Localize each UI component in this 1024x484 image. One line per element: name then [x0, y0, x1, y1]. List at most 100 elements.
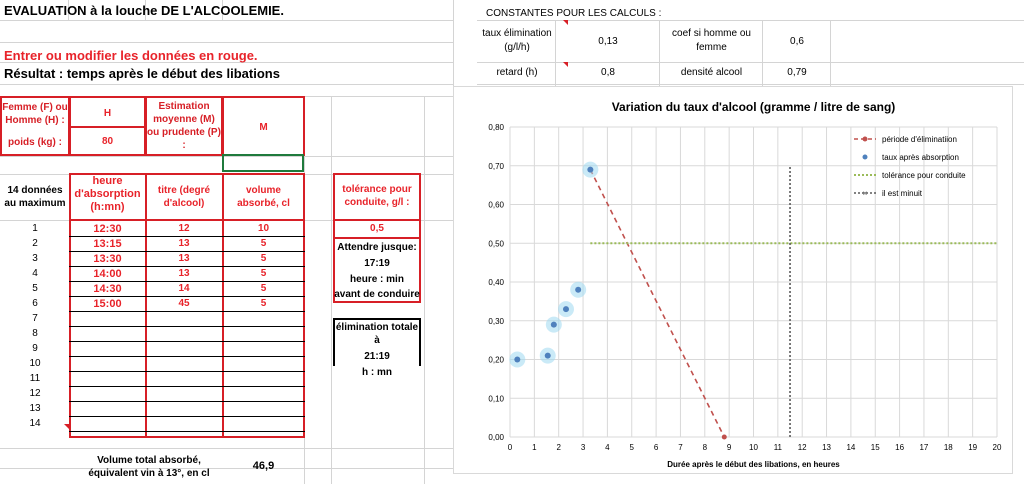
table-row-divider — [69, 251, 305, 252]
table-row-divider — [69, 236, 305, 237]
row-number: 11 — [29, 373, 41, 384]
table-row-divider — [69, 266, 305, 267]
titre-input[interactable]: 12 — [178, 223, 190, 234]
tolerance-input[interactable]: 0,5 — [370, 223, 384, 234]
sheet-title: EVALUATION à la louche DE L'ALCOOLEMIE. — [4, 3, 284, 18]
weight-label: poids (kg) : — [8, 137, 62, 148]
y-tick-label: 0,10 — [488, 394, 504, 403]
constants-header: CONSTANTES POUR LES CALCULS : — [486, 8, 662, 19]
data-table — [69, 173, 305, 438]
x-tick-label: 18 — [944, 443, 953, 452]
elimination-box — [333, 318, 421, 366]
y-tick-label: 0,50 — [488, 239, 504, 248]
table-col-divider — [145, 173, 147, 438]
absorption-point — [544, 352, 551, 359]
legend-label: tolérance pour conduite — [882, 171, 966, 180]
table-row-divider — [69, 311, 305, 312]
coef-value[interactable]: 0,6 — [790, 36, 804, 47]
row-number: 14 — [29, 418, 41, 429]
y-tick-label: 0,70 — [488, 162, 504, 171]
volume-input[interactable]: 5 — [260, 238, 267, 249]
retard-value[interactable]: 0,8 — [601, 67, 615, 78]
total-label: Volume total absorbé, équivalent vin à 13… — [88, 455, 210, 479]
titre-input[interactable]: 14 — [178, 283, 190, 294]
densite-value[interactable]: 0,79 — [787, 67, 807, 78]
heure-input[interactable]: 14:00 — [93, 268, 122, 280]
x-tick-label: 20 — [993, 443, 1002, 452]
x-axis-label: Durée après le début des libations, en h… — [667, 460, 840, 469]
row-number: 10 — [29, 358, 41, 369]
tolerance-label: tolérance pour conduite, g/l : — [342, 184, 412, 208]
titre-input[interactable]: 13 — [178, 268, 190, 279]
titre-input[interactable]: 45 — [178, 298, 190, 309]
table-row-divider — [69, 431, 305, 432]
wait-box — [333, 237, 421, 303]
legend-marker — [862, 136, 868, 142]
volume-input[interactable]: 5 — [260, 268, 267, 279]
row-number: 7 — [32, 313, 38, 324]
x-tick-label: 1 — [532, 443, 537, 452]
table-row-divider — [69, 401, 305, 402]
heure-input[interactable]: 13:15 — [93, 238, 122, 250]
absorption-point — [550, 321, 557, 328]
row-number: 3 — [32, 253, 38, 264]
elimination-end-point — [721, 434, 727, 440]
heure-input[interactable]: 12:30 — [93, 223, 122, 235]
heure-input[interactable]: 15:00 — [93, 298, 122, 310]
volume-input[interactable]: 5 — [260, 283, 267, 294]
legend-marker — [862, 154, 868, 160]
volume-input[interactable]: 5 — [260, 253, 267, 264]
legend-label: période d'éliminatiion — [882, 135, 957, 144]
total-value: 46,9 — [252, 460, 275, 472]
table-row-divider — [69, 356, 305, 357]
elim-rate-value[interactable]: 0,13 — [598, 36, 618, 47]
col-volume-header: volume absorbé, cl — [237, 185, 290, 209]
row-number: 8 — [32, 328, 38, 339]
x-tick-label: 11 — [774, 443, 783, 452]
absorption-point — [587, 166, 594, 173]
estimation-label: Estimation moyenne (M) ou prudente (P): — [147, 101, 221, 151]
table-row-divider — [69, 416, 305, 417]
y-tick-label: 0,40 — [488, 278, 504, 287]
table-row-divider — [69, 386, 305, 387]
alcohol-chart[interactable]: Variation du taux d'alcool (gramme / lit… — [453, 86, 1013, 474]
x-tick-label: 14 — [846, 443, 855, 452]
row-number: 1 — [32, 223, 38, 234]
elim-rate-label: taux élimination (g/l/h) — [482, 28, 552, 53]
x-tick-label: 0 — [508, 443, 513, 452]
absorption-point — [514, 356, 521, 363]
x-tick-label: 4 — [605, 443, 610, 452]
table-row-divider — [69, 341, 305, 342]
wait-result: Attendre jusque: 17:19 heure : min avant… — [334, 242, 420, 300]
elimination-line — [589, 169, 725, 438]
selected-cell[interactable] — [222, 154, 304, 172]
col-heure-header: heure d'absorption (h:mn) — [74, 175, 141, 213]
table-row-divider — [69, 326, 305, 327]
heure-input[interactable]: 13:30 — [93, 253, 122, 265]
titre-input[interactable]: 13 — [178, 238, 190, 249]
y-tick-label: 0,20 — [488, 356, 504, 365]
instruction-text: Entrer ou modifier les données en rouge. — [4, 48, 258, 63]
x-tick-label: 10 — [749, 443, 758, 452]
estimation-input[interactable]: M — [259, 122, 268, 133]
absorption-point — [575, 286, 582, 293]
weight-input[interactable]: 80 — [101, 136, 114, 147]
x-tick-label: 3 — [581, 443, 586, 452]
volume-input[interactable]: 10 — [257, 223, 270, 234]
x-tick-label: 9 — [727, 443, 732, 452]
x-tick-label: 6 — [654, 443, 659, 452]
result-label: Résultat : temps après le début des liba… — [4, 66, 280, 81]
x-tick-label: 19 — [968, 443, 977, 452]
volume-input[interactable]: 5 — [260, 298, 267, 309]
absorption-point — [563, 306, 570, 313]
densite-label: densité alcool — [680, 67, 743, 78]
input-divider — [69, 126, 146, 128]
titre-input[interactable]: 13 — [178, 253, 190, 264]
x-tick-label: 13 — [822, 443, 831, 452]
coef-label: coef si homme ou femme — [672, 28, 751, 53]
heure-input[interactable]: 14:30 — [93, 283, 122, 295]
y-tick-label: 0,00 — [488, 433, 504, 442]
y-tick-label: 0,30 — [488, 317, 504, 326]
table-col-divider — [222, 173, 224, 438]
sex-input[interactable]: H — [103, 108, 112, 119]
